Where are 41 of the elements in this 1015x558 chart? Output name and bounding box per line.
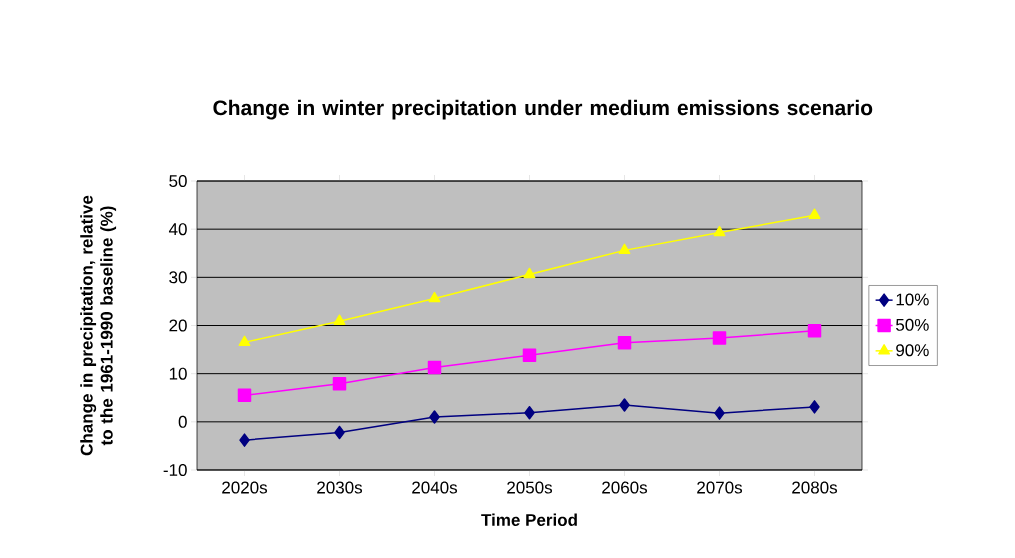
y-tick-label: 10 [169, 367, 187, 380]
y-tick-label: 0 [178, 415, 187, 428]
x-tick-label: 2070s [697, 481, 743, 494]
point [334, 425, 345, 440]
point [427, 360, 442, 375]
point [332, 377, 347, 391]
point [239, 433, 250, 447]
x-tick-label: 2080s [792, 481, 838, 494]
point [712, 331, 727, 345]
y-tick-label: -10 [163, 463, 187, 477]
point [619, 398, 630, 412]
point [617, 336, 632, 350]
x-tick-label: 2020s [222, 481, 268, 494]
y-tick-label: 30 [169, 271, 187, 284]
point [807, 324, 822, 338]
point [522, 348, 537, 363]
y-tick-label: 20 [169, 319, 187, 332]
legend-label: 50% [896, 318, 929, 331]
point [809, 400, 820, 414]
y-tick-label: 40 [168, 223, 187, 236]
x-tick-label: 2040s [412, 481, 458, 494]
point [714, 406, 725, 420]
point [238, 335, 251, 347]
point [808, 208, 821, 219]
point [333, 314, 346, 325]
point [618, 243, 631, 255]
point [713, 225, 726, 237]
point [429, 410, 440, 424]
point [524, 405, 535, 420]
y-tick-label: 50 [169, 174, 187, 188]
point [428, 291, 441, 303]
x-tick-label: 2030s [317, 481, 363, 494]
chart-title: Change in winter precipitation under medium emissions scenario [213, 99, 873, 120]
y-axis-title: Change in precipitation, relative to the 1961-1990 baseline (%) [80, 195, 117, 456]
x-tick-label: 2050s [507, 481, 553, 494]
legend-label: 90% [896, 344, 929, 357]
point [237, 388, 252, 403]
x-axis-title: Time Period [481, 513, 577, 527]
x-tick-label: 2060s [602, 481, 648, 494]
legend-label: 10% [896, 293, 929, 306]
point [523, 267, 536, 279]
